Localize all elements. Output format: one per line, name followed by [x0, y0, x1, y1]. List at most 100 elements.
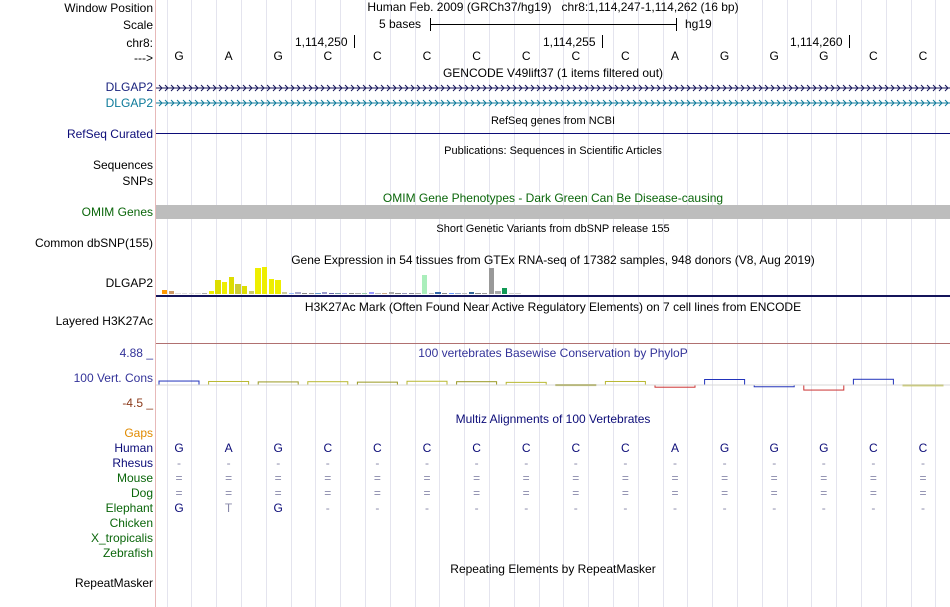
gtex-tissue-bar[interactable] [295, 292, 301, 294]
gtex-tissue-bar[interactable] [208, 291, 215, 294]
strand-chevron [920, 84, 925, 92]
gtex-tissue-bar[interactable] [175, 293, 181, 294]
gtex-tissue-bar[interactable] [455, 293, 461, 294]
label-gencode-dlgap2-alt[interactable]: DLGAP2 [105, 96, 153, 110]
label-common-dbsnp[interactable]: Common dbSNP(155) [34, 236, 153, 250]
strand-chevron [824, 99, 829, 107]
gtex-tissue-bar[interactable] [435, 292, 441, 294]
strand-chevron [626, 84, 631, 92]
phylop-score-mark[interactable] [604, 380, 646, 386]
label-human[interactable]: Human [114, 441, 153, 455]
gtex-tissue-bar[interactable] [162, 290, 168, 294]
gtex-tissue-bar[interactable] [282, 292, 288, 294]
gtex-tissue-bar[interactable] [188, 293, 195, 294]
gtex-tissue-bar[interactable] [182, 293, 188, 294]
gtex-tissue-bar[interactable] [302, 293, 308, 294]
gtex-tissue-bar[interactable] [235, 284, 241, 294]
label-strand-arrow[interactable]: ---> [134, 51, 153, 65]
gtex-tissue-bar[interactable] [402, 293, 408, 294]
strand-chevron [638, 99, 643, 107]
gtex-tissue-bar[interactable] [335, 293, 341, 294]
gtex-tissue-bar[interactable] [468, 292, 475, 294]
gtex-tissue-bar[interactable] [448, 293, 455, 294]
label-sequences[interactable]: Sequences [92, 158, 153, 172]
gtex-tissue-bar[interactable] [395, 293, 401, 294]
gencode-gene-models[interactable] [156, 82, 950, 108]
gtex-tissue-bar[interactable] [488, 268, 495, 294]
phylop-score-mark[interactable] [208, 380, 250, 386]
human-base: G [719, 441, 730, 455]
gtex-tissue-bar[interactable] [195, 293, 201, 294]
gtex-tissue-bar[interactable] [508, 293, 515, 294]
track-data-panel[interactable]: Human Feb. 2009 (GRCh37/hg19) chr8:1,114… [156, 0, 950, 607]
phylop-score-mark[interactable] [852, 378, 894, 386]
strand-chevron [524, 84, 529, 92]
human-base: C [571, 441, 581, 455]
gtex-tissue-bar[interactable] [428, 293, 435, 294]
gtex-tissue-bar[interactable] [228, 277, 235, 294]
label-refseq-curated[interactable]: RefSeq Curated [66, 127, 153, 141]
phylop-score-mark[interactable] [406, 380, 448, 386]
gtex-tissue-bar[interactable] [348, 293, 355, 294]
gtex-tissue-bar[interactable] [408, 293, 415, 294]
gtex-tissue-bar[interactable] [328, 293, 335, 294]
phylop-score-mark[interactable] [158, 380, 200, 386]
gtex-tissue-bar[interactable] [475, 293, 481, 294]
gtex-tissue-bar[interactable] [515, 293, 521, 294]
gtex-tissue-bar[interactable] [462, 293, 468, 294]
gtex-tissue-bar[interactable] [482, 293, 488, 294]
gtex-tissue-bar[interactable] [415, 293, 421, 294]
gtex-tissue-bar[interactable] [388, 292, 395, 294]
gtex-tissue-bar[interactable] [422, 275, 428, 294]
label-snps[interactable]: SNPs [122, 174, 153, 188]
label-gtex-dlgap2[interactable]: DLGAP2 [105, 276, 153, 290]
label-omim-genes[interactable]: OMIM Genes [81, 205, 153, 219]
label-gencode-dlgap2[interactable]: DLGAP2 [105, 80, 153, 94]
phylop-score-mark[interactable] [704, 379, 746, 386]
gencode-dlgap2-transcript[interactable] [156, 84, 950, 92]
label-dog[interactable]: Dog [130, 486, 153, 500]
phylop-score-mark[interactable] [803, 384, 845, 391]
gtex-tissue-bar[interactable] [315, 293, 321, 294]
gtex-tissue-bar[interactable] [308, 293, 315, 294]
gtex-tissue-bar[interactable] [495, 291, 501, 294]
gtex-tissue-bar[interactable] [322, 292, 328, 294]
gtex-tissue-bar[interactable] [355, 293, 361, 294]
label-elephant[interactable]: Elephant [105, 501, 153, 515]
strand-chevron [266, 99, 271, 107]
label-x-tropicalis[interactable]: X_tropicalis [90, 531, 153, 545]
gtex-tissue-bar[interactable] [375, 293, 381, 294]
gtex-tissue-bar[interactable] [368, 292, 375, 294]
gtex-tissue-bar[interactable] [362, 293, 368, 294]
gtex-tissue-bar[interactable] [342, 293, 348, 294]
strand-chevron [944, 84, 949, 92]
gtex-tissue-bar[interactable] [255, 268, 261, 294]
gtex-tissue-bar[interactable] [262, 267, 268, 294]
gtex-tissue-bar[interactable] [222, 282, 228, 294]
gtex-tissue-bar[interactable] [288, 293, 295, 294]
gtex-tissue-bar[interactable] [268, 279, 275, 294]
label-100-vert-cons[interactable]: 100 Vert. Cons [73, 371, 153, 385]
gtex-tissue-bar[interactable] [215, 280, 221, 294]
gtex-tissue-bar[interactable] [168, 291, 175, 294]
label-zebrafish[interactable]: Zebrafish [102, 546, 153, 560]
gtex-tissue-bar[interactable] [442, 293, 448, 294]
label-layered-h3k27ac[interactable]: Layered H3K27Ac [55, 314, 153, 328]
label-rhesus[interactable]: Rhesus [112, 456, 153, 470]
gtex-tissue-bar[interactable] [248, 291, 255, 294]
phylop-conservation-plot[interactable] [156, 360, 950, 410]
strand-chevron [164, 84, 169, 92]
refseq-gene-line[interactable] [156, 133, 950, 134]
gencode-dlgap2-alt-transcript[interactable] [156, 99, 950, 107]
omim-gene-block[interactable] [156, 205, 950, 219]
gtex-tissue-bar[interactable] [275, 280, 281, 294]
gtex-tissue-bar[interactable] [382, 293, 388, 294]
gtex-expression-chart[interactable] [162, 266, 522, 294]
mouse-base: = [274, 471, 282, 485]
gtex-tissue-bar[interactable] [242, 286, 248, 294]
gtex-tissue-bar[interactable] [202, 293, 208, 294]
label-mouse[interactable]: Mouse [116, 471, 153, 485]
label-chicken[interactable]: Chicken [109, 516, 153, 530]
gtex-tissue-bar[interactable] [502, 288, 508, 294]
label-repeatmasker[interactable]: RepeatMasker [74, 576, 153, 590]
